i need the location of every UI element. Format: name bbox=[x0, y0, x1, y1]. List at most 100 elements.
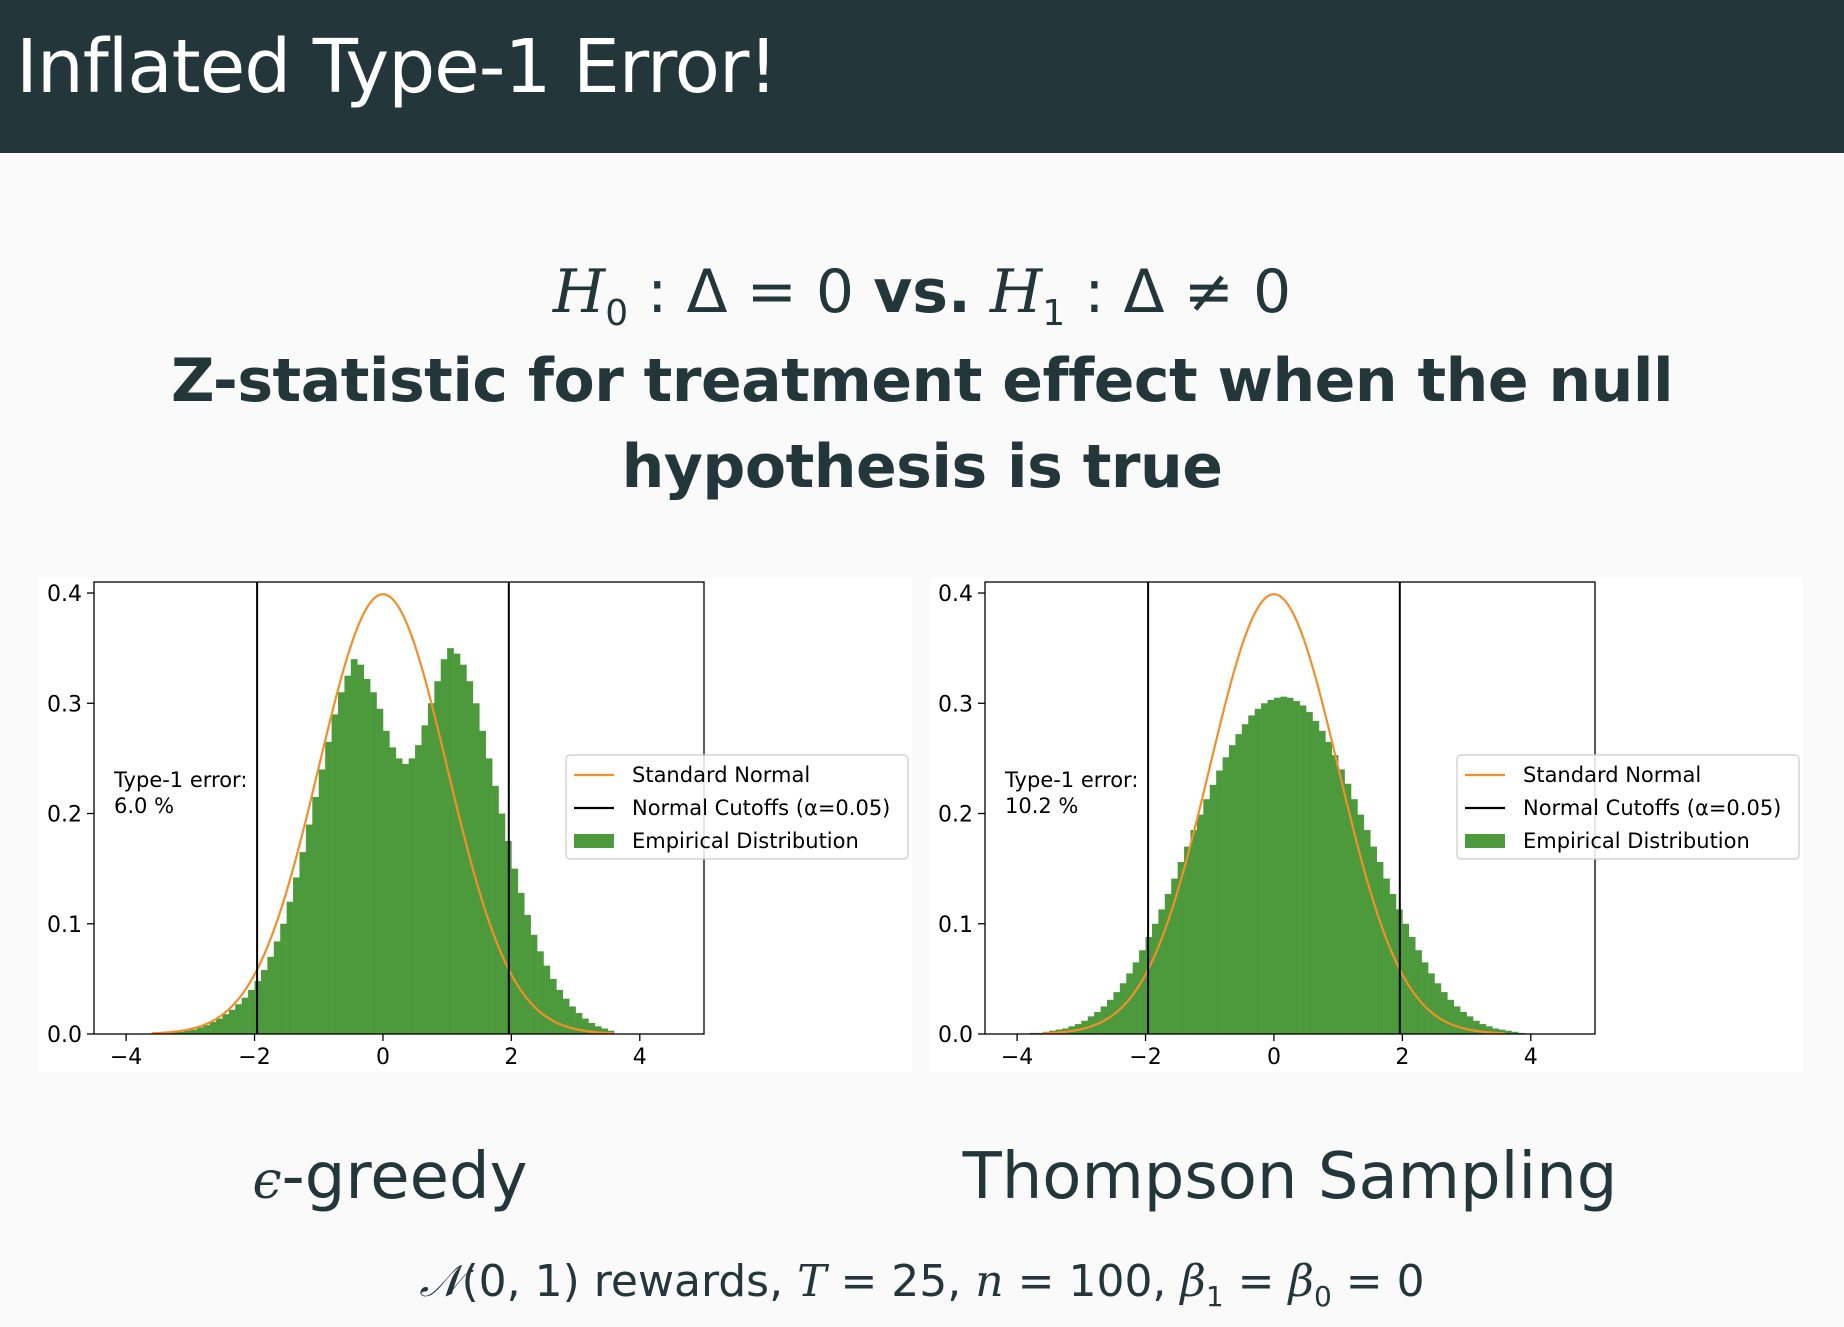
histogram-bar bbox=[1222, 757, 1230, 1034]
histogram-bar bbox=[511, 868, 519, 1034]
histogram-bar bbox=[517, 892, 525, 1034]
histogram-bar bbox=[453, 653, 461, 1034]
histogram-bar bbox=[190, 1029, 198, 1034]
histogram-bar bbox=[1196, 814, 1204, 1034]
histogram-bar bbox=[472, 703, 480, 1034]
histogram-bar bbox=[1344, 783, 1352, 1034]
histogram-bar bbox=[1286, 697, 1294, 1034]
histogram-bar bbox=[1421, 962, 1429, 1034]
histogram-bar bbox=[312, 796, 320, 1034]
histogram-bar bbox=[171, 1031, 178, 1034]
histogram-bar bbox=[530, 934, 538, 1034]
footer-beta1: β bbox=[1180, 1256, 1206, 1307]
histogram-bar bbox=[1171, 878, 1178, 1034]
histogram-bar bbox=[447, 648, 454, 1034]
h1-subscript: 1 bbox=[1042, 293, 1066, 334]
histogram-bar bbox=[228, 1009, 236, 1034]
histogram-bar bbox=[402, 763, 409, 1034]
histogram-bar bbox=[537, 951, 544, 1034]
x-tick-label: 0 bbox=[1267, 1045, 1281, 1070]
histogram-bar bbox=[1216, 770, 1223, 1034]
h0-subscript: 0 bbox=[605, 293, 629, 334]
histogram-bar bbox=[575, 1013, 583, 1034]
histogram-bar bbox=[338, 692, 345, 1034]
histogram-bar bbox=[1408, 936, 1416, 1034]
histogram-bar bbox=[524, 914, 531, 1034]
histogram-bar bbox=[1434, 983, 1442, 1034]
histogram-bar bbox=[562, 998, 570, 1034]
histogram-bar bbox=[1267, 699, 1275, 1034]
histogram-bar bbox=[1440, 992, 1448, 1034]
histogram-bar bbox=[1261, 703, 1268, 1034]
x-tick-label: 4 bbox=[633, 1045, 647, 1070]
histogram-bar bbox=[1473, 1020, 1480, 1034]
histogram-bar bbox=[370, 692, 377, 1034]
histogram-bar bbox=[1126, 973, 1133, 1034]
y-tick-label: 0.3 bbox=[47, 692, 82, 717]
histogram-bar bbox=[421, 725, 429, 1034]
histogram-bar bbox=[1119, 983, 1127, 1034]
histogram-bar bbox=[1209, 784, 1217, 1034]
histogram-bar bbox=[549, 978, 557, 1034]
x-tick-label: −2 bbox=[1129, 1045, 1161, 1070]
legend-swatch bbox=[574, 834, 614, 848]
histogram-bar bbox=[382, 730, 390, 1034]
histogram-bar bbox=[1177, 862, 1185, 1034]
histogram-bar bbox=[1254, 708, 1262, 1034]
histogram-bar bbox=[1453, 1006, 1461, 1034]
x-tick-label: 2 bbox=[504, 1045, 518, 1070]
y-tick-label: 0.1 bbox=[47, 913, 82, 938]
histogram-bar bbox=[1351, 799, 1358, 1034]
histogram-bar bbox=[1293, 701, 1300, 1034]
y-tick-label: 0.0 bbox=[938, 1023, 973, 1048]
histogram-bar bbox=[1164, 893, 1172, 1034]
histogram-bar bbox=[408, 758, 416, 1034]
histogram-bar bbox=[260, 970, 268, 1034]
footer-parameters: 𝒩(0, 1) rewards, T = 25, n = 100, β1 = β… bbox=[0, 1252, 1844, 1327]
histogram-bar bbox=[299, 852, 307, 1034]
histogram-bar bbox=[350, 659, 358, 1034]
x-tick-label: 4 bbox=[1524, 1045, 1538, 1070]
h0-symbol: H bbox=[552, 257, 606, 327]
legend-swatch bbox=[1465, 834, 1505, 848]
histogram-bar bbox=[305, 824, 313, 1034]
histogram-bar bbox=[1241, 724, 1249, 1034]
legend-label: Normal Cutoffs (α=0.05) bbox=[632, 796, 890, 820]
histogram-bar bbox=[1415, 950, 1422, 1034]
histogram-bar bbox=[1376, 862, 1384, 1034]
caption-thompson-sampling: Thompson Sampling bbox=[962, 1140, 1618, 1214]
histogram-bar bbox=[1087, 1016, 1095, 1034]
histogram-bar bbox=[1505, 1030, 1512, 1034]
x-tick-label: 0 bbox=[376, 1045, 390, 1070]
histogram-chart-epsilon-greedy: −4 −2 0 2 4 0.0 0.1 0.2 0.3 0.4 Type-1 error:6.0 %… bbox=[47, 581, 909, 1070]
hypothesis-line: H0 : Δ = 0 vs. H1 : Δ ≠ 0 bbox=[0, 252, 1844, 354]
histogram-bar bbox=[1132, 962, 1140, 1034]
histogram-bar bbox=[1229, 745, 1236, 1034]
histogram-bar bbox=[1460, 1011, 1467, 1034]
footer-eq: = bbox=[1223, 1256, 1289, 1307]
histogram-bar bbox=[434, 681, 442, 1034]
histogram-bar bbox=[1318, 730, 1326, 1034]
histogram-bar bbox=[1511, 1031, 1519, 1034]
histogram-bar bbox=[318, 769, 326, 1034]
histogram-bar bbox=[293, 877, 300, 1034]
x-tick-label: −2 bbox=[238, 1045, 270, 1070]
caption-epsilon-greedy: ϵ-greedy bbox=[180, 1140, 600, 1218]
histogram-bar bbox=[325, 741, 332, 1034]
footer-rewards: (0, 1) rewards, bbox=[461, 1256, 798, 1307]
legend-box bbox=[565, 754, 909, 860]
histogram-bar bbox=[1325, 741, 1333, 1034]
histogram-bar bbox=[1139, 950, 1146, 1034]
histogram-bar bbox=[415, 745, 422, 1034]
y-tick-label: 0.4 bbox=[47, 582, 82, 607]
h1-statement: : Δ ≠ 0 bbox=[1065, 257, 1292, 327]
histogram-chart-thompson-sampling: −4 −2 0 2 4 0.0 0.1 0.2 0.3 0.4 Type-1 error:10.2 … bbox=[938, 581, 1800, 1070]
histogram-bar bbox=[395, 758, 403, 1034]
x-tick-label: 2 bbox=[1395, 1045, 1409, 1070]
histogram-bar bbox=[376, 708, 384, 1034]
histogram-bar bbox=[601, 1028, 608, 1034]
y-tick-label: 0.0 bbox=[47, 1023, 82, 1048]
histogram-bar bbox=[1389, 893, 1397, 1034]
x-tick-label: −4 bbox=[1001, 1045, 1033, 1070]
footer-T: T bbox=[797, 1256, 827, 1307]
